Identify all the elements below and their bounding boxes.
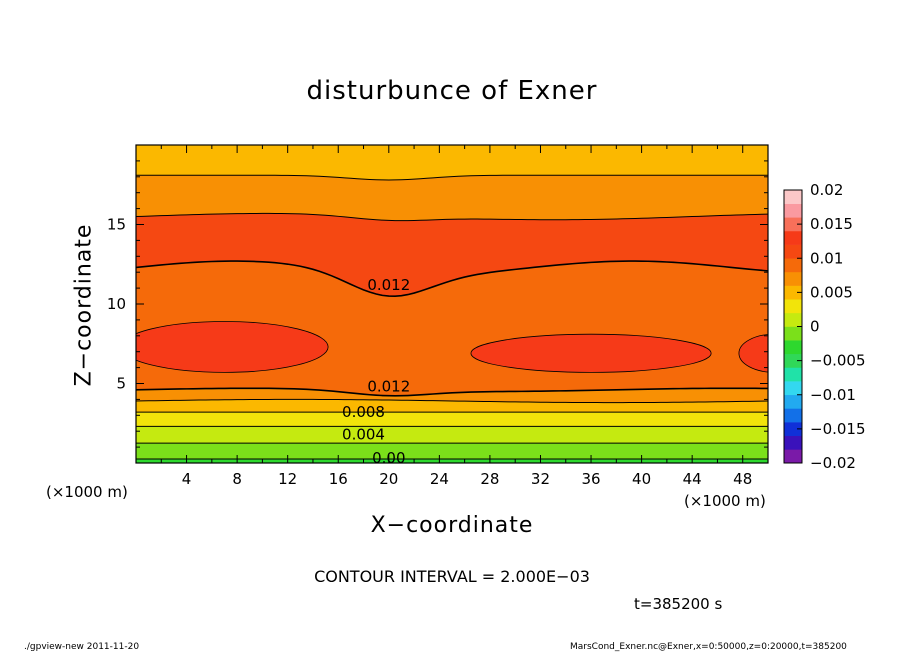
contour-label: 0.012 [367,378,410,396]
colorbar-segment [784,258,802,273]
y-tick-label: 5 [116,375,126,393]
x-tick-label: 4 [182,470,192,488]
colorbar-segment [784,271,802,286]
contour-line [136,398,768,404]
x-tick-label: 36 [581,470,600,488]
colorbar-segment [784,190,802,204]
contour-label: 0.012 [367,276,410,294]
colorbar-segment [784,203,802,218]
x-tick-label: 32 [531,470,550,488]
x-tick-label: 28 [480,470,499,488]
contour-band [136,175,768,221]
x-unit-label-right: (×1000 m) [684,492,766,510]
colorbar: 0.02 0.015 0.01 0.005 0 −0.005 −0.01 −0.015 −0.0… [783,181,866,472]
contour-line [136,260,768,297]
colorbar-segment [784,326,802,341]
x-unit-label-left: (×1000 m) [46,483,128,501]
x-axis-label: X−coordinate [370,513,534,538]
colorbar-segment [784,217,802,232]
colorbar-segment [784,340,802,355]
contour-label: 0.004 [342,425,385,443]
colorbar-segment [784,394,802,409]
y-tick-label: 15 [107,216,126,234]
contour-band [136,443,768,460]
contour-fill [136,145,768,463]
contour-maximum [470,334,712,373]
time-stamp: t=385200 s [634,595,723,613]
colorbar-tick-label: −0.005 [810,352,866,370]
x-tick-label: 8 [232,470,242,488]
x-tick-label: 24 [430,470,449,488]
colorbar-segment [784,230,802,245]
x-tick-label: 20 [379,470,398,488]
colorbar-tick-label: 0.005 [810,283,853,301]
colorbar-segment [784,449,802,464]
colorbar-segment [784,244,802,259]
colorbar-segment [784,408,802,423]
colorbar-segment [784,422,802,436]
contour-line [136,387,768,397]
contour-band [136,459,768,463]
colorbar-segment [784,312,802,327]
colorbar-segment [784,381,802,396]
contour-lines [136,174,768,460]
contour-label: 0.008 [342,403,385,421]
colorbar-tick-label: 0.015 [810,215,853,233]
colorbar-segment [784,435,802,450]
contour-line [136,174,768,181]
contour-maximum [136,321,329,373]
x-tick-label: 12 [278,470,297,488]
contour-band [136,426,768,444]
contour-interval-note: CONTOUR INTERVAL = 2.000E−03 [314,567,590,586]
colorbar-segment [784,299,802,314]
contour-band [136,145,768,180]
x-tick-label: 48 [733,470,752,488]
x-tick-label: 16 [329,470,348,488]
colorbar-segment [784,367,802,382]
colorbar-tick-label: −0.02 [810,454,856,472]
colorbar-tick-label: −0.01 [810,386,856,404]
colorbar-tick-label: −0.015 [810,420,866,438]
colorbar-tick-label: 0 [810,318,820,336]
colorbar-segment [784,285,802,300]
contour-line [136,212,768,222]
y-axis-label: Z−coordinate [71,223,97,387]
colorbar-segment [784,353,802,368]
contour-line [136,321,329,373]
colorbar-tick-label: 0.01 [810,249,843,267]
y-tick-label: 10 [107,295,126,313]
contour-line [738,334,768,373]
contour-band [136,213,768,297]
x-tick-label: 44 [683,470,702,488]
contour-band [136,412,768,427]
footer-left: ./gpview-new 2011-11-20 [24,642,140,652]
footer-right: MarsCond_Exner.nc@Exner,x=0:50000,z=0:20… [570,642,847,652]
chart-title: disturbunce of Exner [306,76,598,106]
contour-maximum [738,334,768,373]
contour-line [470,333,712,373]
x-tick-label: 40 [632,470,651,488]
colorbar-tick-label: 0.02 [810,181,843,199]
